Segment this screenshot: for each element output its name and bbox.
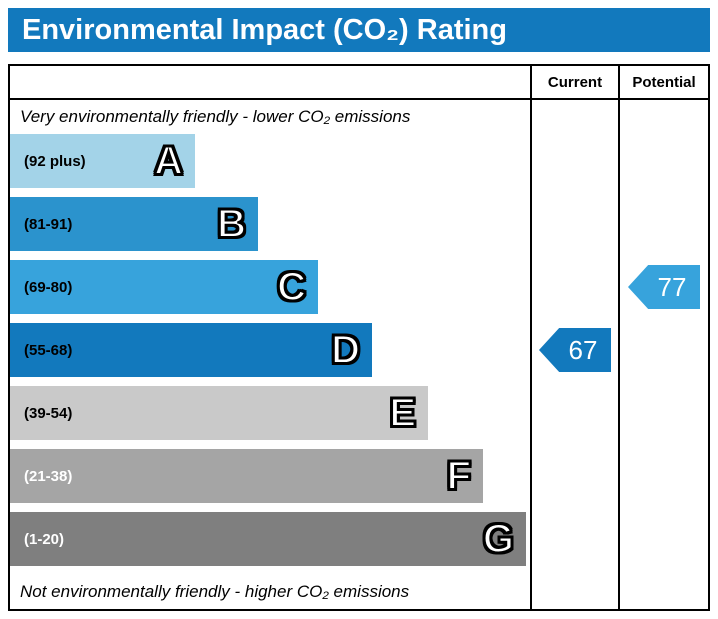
band-b-letter: B (216, 202, 247, 246)
rating-table: Current Potential Very environmentally f… (8, 64, 710, 611)
band-f-letter: F (446, 454, 472, 498)
current-rating-arrow: 67 (539, 328, 611, 372)
current-column-header: Current (530, 66, 618, 100)
current-rating-value: 67 (568, 334, 598, 365)
band-c-letter: C (276, 265, 307, 309)
band-a-letter: A (153, 139, 184, 183)
current-column: 67 (530, 100, 618, 609)
band-d-range: (55-68) (24, 341, 73, 359)
band-b-range: (81-91) (24, 215, 73, 233)
potential-column-header: Potential (618, 66, 708, 100)
band-b-row: (81-91) B (10, 197, 530, 260)
potential-rating-arrow: 77 (628, 265, 700, 309)
top-note: Very environmentally friendly - lower CO… (20, 107, 411, 126)
band-d-letter: D (330, 328, 361, 372)
band-a-range: (92 plus) (24, 152, 86, 170)
bands-column: Very environmentally friendly - lower CO… (10, 100, 530, 609)
band-f-range: (21-38) (24, 467, 73, 485)
band-c-row: (69-80) C (10, 260, 530, 323)
bottom-note: Not environmentally friendly - higher CO… (20, 582, 410, 601)
band-g-bar: (1-20) G (10, 512, 526, 566)
band-e-bar: (39-54) E (10, 386, 428, 440)
rating-bands: (92 plus) A (81-91) B (69-80) C (10, 134, 530, 575)
band-d-row: (55-68) D (10, 323, 530, 386)
page-title: Environmental Impact (CO₂) Rating (8, 8, 710, 52)
band-a-bar: (92 plus) A (10, 134, 195, 188)
potential-column: 77 (618, 100, 708, 609)
band-g-range: (1-20) (24, 530, 65, 548)
band-g-row: (1-20) G (10, 512, 530, 575)
band-c-range: (69-80) (24, 278, 73, 296)
potential-rating-value: 77 (657, 271, 687, 302)
band-f-bar: (21-38) F (10, 449, 483, 503)
band-e-range: (39-54) (24, 404, 73, 422)
band-f-row: (21-38) F (10, 449, 530, 512)
band-e-letter: E (388, 391, 417, 435)
band-a-row: (92 plus) A (10, 134, 530, 197)
band-e-row: (39-54) E (10, 386, 530, 449)
header-empty-cell (10, 66, 530, 100)
band-c-bar: (69-80) C (10, 260, 318, 314)
band-b-bar: (81-91) B (10, 197, 258, 251)
band-d-bar: (55-68) D (10, 323, 372, 377)
band-g-letter: G (482, 517, 515, 561)
